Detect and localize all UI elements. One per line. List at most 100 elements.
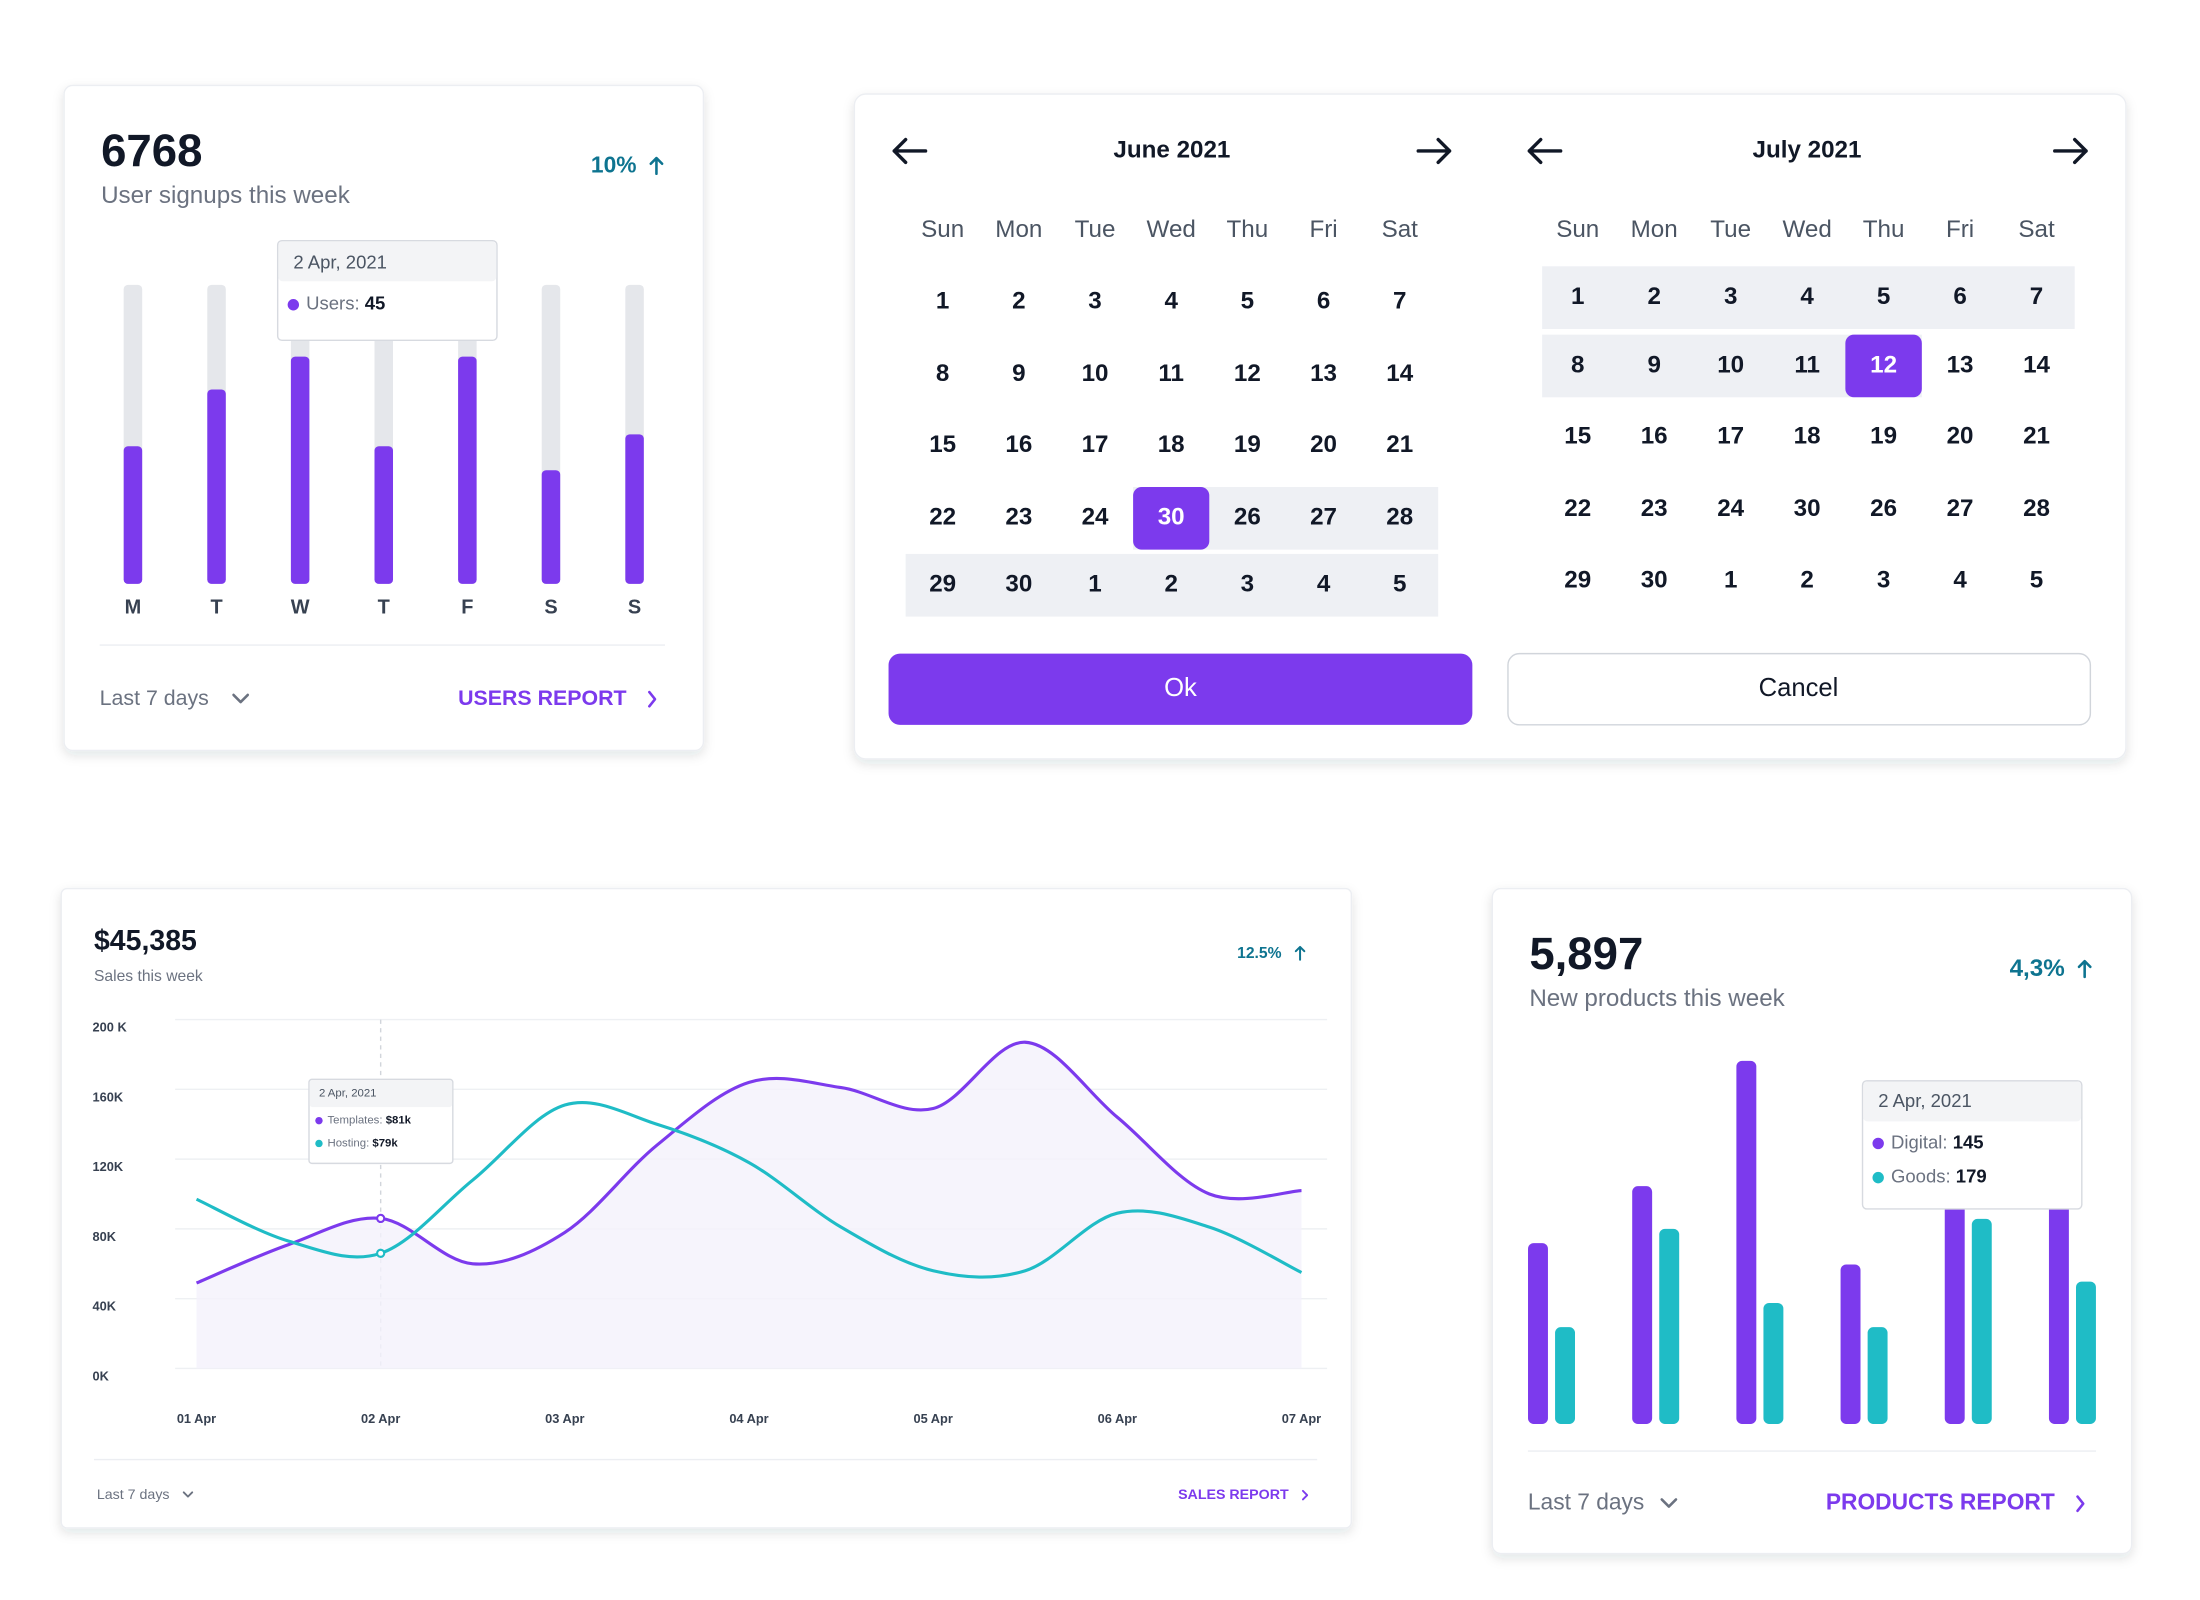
next-month-button[interactable]	[2053, 137, 2088, 165]
day-cell[interactable]: 22	[929, 504, 956, 531]
report-label[interactable]: SALES REPORT	[1178, 1487, 1289, 1503]
day-cell[interactable]: 9	[1647, 351, 1660, 378]
day-cell[interactable]: 14	[1386, 360, 1413, 387]
prev-month-button[interactable]	[892, 137, 928, 165]
prev-month-button[interactable]	[1527, 137, 1563, 165]
weekday-label: Fri	[1946, 216, 1974, 243]
day-cell[interactable]: 5	[1877, 283, 1890, 310]
day-cell[interactable]: 15	[1564, 423, 1591, 450]
next-month-button[interactable]	[1416, 137, 1452, 165]
report-link[interactable]: SALES REPORT	[1178, 1487, 1309, 1503]
day-cell[interactable]: 28	[2023, 495, 2050, 522]
day-cell[interactable]: 11	[1794, 351, 1820, 378]
day-cell[interactable]: 2	[1164, 571, 1177, 598]
day-cell[interactable]: 28	[1386, 504, 1413, 531]
day-cell[interactable]: 29	[929, 571, 956, 598]
day-cell[interactable]: 21	[2023, 423, 2050, 450]
day-cell[interactable]: 8	[1571, 351, 1584, 378]
day-cell[interactable]: 18	[1794, 423, 1821, 450]
day-cell[interactable]: 3	[1877, 566, 1890, 593]
report-label[interactable]: PRODUCTS REPORT	[1826, 1489, 2055, 1515]
day-cell[interactable]: 6	[1953, 283, 1966, 310]
range-label[interactable]: Last 7 days	[100, 686, 209, 710]
day-cell[interactable]: 29	[1564, 566, 1591, 593]
cancel-button-background[interactable]	[1507, 652, 2092, 726]
day-cell[interactable]: 22	[1564, 495, 1591, 522]
day-cell[interactable]: 3	[1724, 283, 1737, 310]
day-cell[interactable]: 3	[1088, 287, 1101, 314]
day-cell[interactable]: 2	[1647, 283, 1660, 310]
day-cell[interactable]: 12	[1870, 351, 1897, 378]
day-cell[interactable]: 11	[1158, 360, 1184, 387]
day-cell[interactable]: 4	[1164, 287, 1178, 314]
day-cell[interactable]: 10	[1717, 351, 1744, 378]
day-cell[interactable]: 30	[1005, 571, 1032, 598]
day-cell[interactable]: 4	[1953, 566, 1967, 593]
day-cell[interactable]: 23	[1641, 495, 1668, 522]
ok-button[interactable]: Ok	[888, 653, 1473, 725]
day-cell[interactable]: 3	[1241, 571, 1254, 598]
day-cell[interactable]: 24	[1717, 495, 1744, 522]
day-cell[interactable]: 27	[1310, 504, 1337, 531]
tooltip-dot	[315, 1139, 323, 1148]
day-cell[interactable]: 5	[2030, 566, 2043, 593]
day-cell[interactable]: 1	[936, 287, 949, 314]
day-cell[interactable]: 27	[1947, 495, 1974, 522]
day-cell[interactable]: 30	[1641, 566, 1668, 593]
day-cell[interactable]: 1	[1571, 283, 1584, 310]
report-link[interactable]: USERS REPORT	[458, 686, 657, 710]
day-cell[interactable]: 14	[2023, 351, 2050, 378]
day-cell[interactable]: 13	[1310, 360, 1337, 387]
day-cell[interactable]: 30	[1158, 504, 1185, 531]
range-dropdown[interactable]: Last 7 days	[97, 1487, 194, 1503]
day-cell[interactable]: 5	[1393, 571, 1406, 598]
day-cell[interactable]: 13	[1947, 351, 1974, 378]
x-tick-label: W	[291, 596, 310, 618]
day-cell[interactable]: 16	[1005, 431, 1032, 458]
day-cell[interactable]: 15	[929, 431, 956, 458]
bar	[1867, 1327, 1888, 1424]
day-cell[interactable]: 23	[1005, 504, 1032, 531]
day-cell[interactable]: 9	[1012, 360, 1025, 387]
day-cell[interactable]: 17	[1082, 431, 1109, 458]
day-cell[interactable]: 26	[1234, 504, 1261, 531]
x-tick-label: 01 Apr	[177, 1411, 216, 1426]
day-cell[interactable]: 2	[1800, 566, 1813, 593]
day-cell[interactable]: 18	[1158, 431, 1185, 458]
day-cell[interactable]: 2	[1012, 287, 1025, 314]
day-cell[interactable]: 20	[1947, 423, 1974, 450]
day-cell[interactable]: 16	[1641, 423, 1668, 450]
day-cell[interactable]: 4	[1317, 571, 1331, 598]
range-dropdown[interactable]: Last 7 days	[100, 686, 250, 710]
day-cell[interactable]: 19	[1234, 431, 1261, 458]
day-cell[interactable]: 12	[1234, 360, 1261, 387]
day-cell[interactable]: 1	[1088, 571, 1101, 598]
range-dropdown[interactable]: Last 7 days	[1528, 1489, 1678, 1515]
day-cell[interactable]: 7	[2030, 283, 2043, 310]
day-cell[interactable]: 19	[1870, 423, 1897, 450]
tooltip: 2 Apr, 2021 Users: 45	[276, 239, 498, 342]
day-cell[interactable]: 10	[1082, 360, 1109, 387]
day-cell[interactable]: 6	[1317, 287, 1330, 314]
day-cell[interactable]: 7	[1393, 287, 1406, 314]
day-cell[interactable]: 8	[936, 360, 949, 387]
range-label[interactable]: Last 7 days	[97, 1487, 170, 1503]
area	[196, 1042, 1302, 1369]
ok-label[interactable]: Ok	[1164, 674, 1197, 702]
day-cell[interactable]: 26	[1870, 495, 1897, 522]
day-cell[interactable]: 24	[1082, 504, 1109, 531]
day-cell[interactable]: 20	[1310, 431, 1337, 458]
day-cell[interactable]: 30	[1794, 495, 1821, 522]
cancel-label[interactable]: Cancel	[1759, 674, 1839, 702]
report-label[interactable]: USERS REPORT	[458, 686, 626, 710]
month-title: June 2021	[1113, 136, 1230, 163]
cancel-button[interactable]: Cancel	[1507, 652, 2092, 726]
ok-button-background[interactable]	[888, 653, 1473, 725]
day-cell[interactable]: 17	[1717, 423, 1744, 450]
day-cell[interactable]: 4	[1800, 283, 1814, 310]
range-label[interactable]: Last 7 days	[1528, 1489, 1644, 1515]
day-cell[interactable]: 5	[1241, 287, 1254, 314]
report-link[interactable]: PRODUCTS REPORT	[1826, 1489, 2085, 1515]
day-cell[interactable]: 1	[1724, 566, 1737, 593]
day-cell[interactable]: 21	[1386, 431, 1413, 458]
